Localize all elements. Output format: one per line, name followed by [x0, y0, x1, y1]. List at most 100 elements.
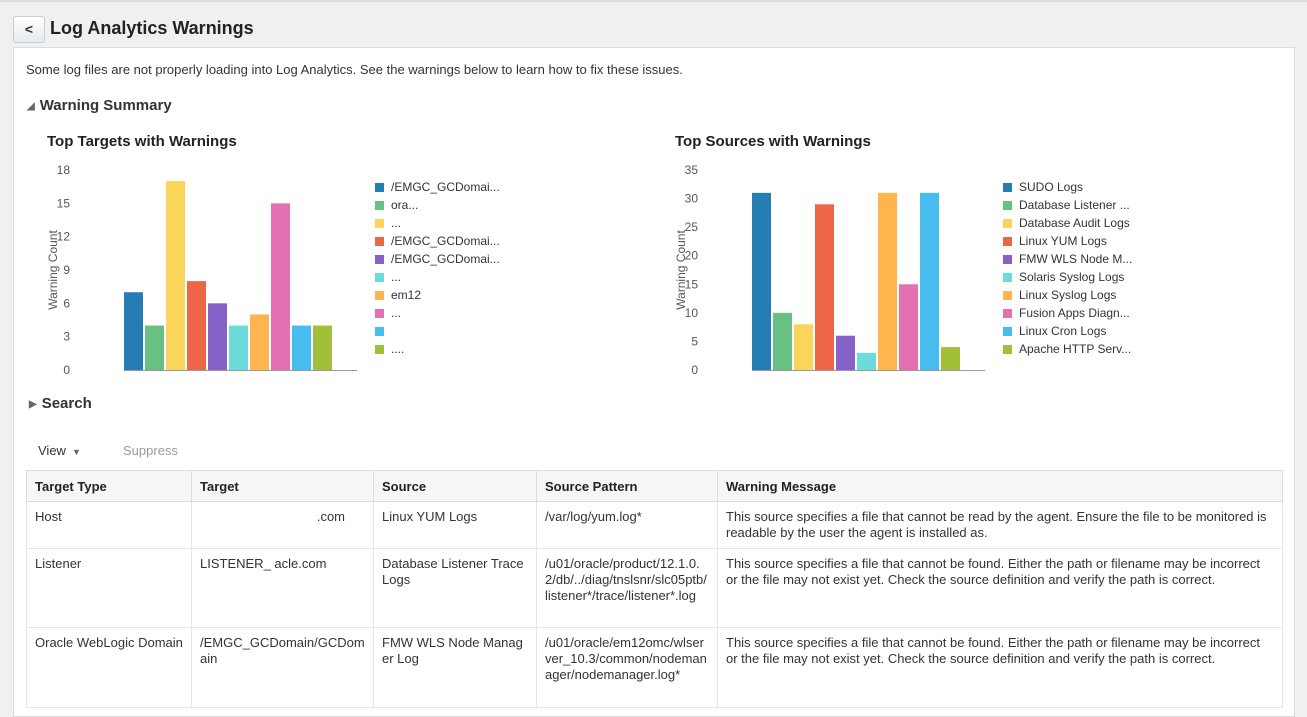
column-header-source-pattern[interactable]: Source Pattern [536, 470, 718, 502]
view-menu[interactable]: View ▼ [38, 443, 81, 458]
bar[interactable] [187, 281, 206, 370]
bar[interactable] [836, 335, 855, 370]
legend-item[interactable]: Fusion Apps Diagn... [1003, 306, 1130, 322]
bar[interactable] [899, 284, 918, 370]
table-row[interactable]: Oracle WebLogic Domain /EMGC_GCDomain/GC… [26, 627, 1283, 708]
table-row[interactable]: Listener LISTENER_ acle.com Database Lis… [26, 548, 1283, 628]
bar[interactable] [145, 325, 164, 370]
legend-label: FMW WLS Node M... [1019, 252, 1133, 266]
legend-item[interactable]: SUDO Logs [1003, 180, 1083, 196]
legend-swatch [1003, 273, 1012, 282]
bar[interactable] [292, 325, 311, 370]
bar[interactable] [752, 192, 771, 370]
cell-target: /EMGC_GCDomain/GCDomain [191, 627, 374, 708]
y-tick-label: 30 [685, 192, 699, 206]
legend-swatch [375, 291, 384, 300]
sources-chart-title: Top Sources with Warnings [675, 133, 871, 150]
column-header-target[interactable]: Target [191, 470, 374, 502]
targets-bar-chart: 0 3 6 9 12 15 18 Warning Count [46, 163, 357, 377]
legend-item[interactable]: /EMGC_GCDomai... [375, 252, 500, 268]
y-tick-label: 9 [63, 263, 70, 277]
intro-text: Some log files are not properly loading … [26, 62, 683, 77]
cell-source: Database Listener Trace Logs [373, 548, 537, 628]
legend-label: Fusion Apps Diagn... [1019, 306, 1130, 320]
bar[interactable] [878, 192, 897, 370]
y-tick-label: 12 [57, 230, 71, 244]
legend-item[interactable] [375, 324, 391, 340]
legend-item[interactable]: Apache HTTP Serv... [1003, 342, 1131, 358]
legend-item[interactable]: Linux Syslog Logs [1003, 288, 1116, 304]
bar[interactable] [941, 347, 960, 370]
bar[interactable] [229, 325, 248, 370]
legend-swatch [375, 327, 384, 336]
legend-item[interactable]: em12 [375, 288, 421, 304]
y-tick-label: 5 [691, 334, 698, 348]
legend-item[interactable]: .... [375, 342, 404, 358]
bar[interactable] [166, 181, 185, 370]
legend-item[interactable]: ... [375, 270, 401, 286]
page-title: Log Analytics Warnings [50, 18, 254, 38]
y-axis-label: Warning Count [674, 230, 688, 310]
legend-swatch [1003, 237, 1012, 246]
legend-item[interactable]: FMW WLS Node M... [1003, 252, 1132, 268]
legend-item[interactable]: Solaris Syslog Logs [1003, 270, 1124, 286]
legend-label: /EMGC_GCDomai... [391, 234, 500, 248]
legend-item[interactable]: /EMGC_GCDomai... [375, 234, 500, 250]
legend-label: Apache HTTP Serv... [1019, 342, 1132, 356]
bar[interactable] [250, 314, 269, 370]
bar[interactable] [857, 352, 876, 370]
y-tick-label: 18 [57, 163, 71, 177]
bar[interactable] [271, 203, 290, 370]
table-header-row: Target Type Target Source Source Pattern… [26, 470, 1283, 502]
expanded-triangle-icon: ◢ [27, 101, 35, 112]
bar[interactable] [815, 204, 834, 370]
search-toggle[interactable]: ▶ Search [29, 395, 92, 412]
y-tick-label: 0 [63, 363, 70, 377]
collapsed-triangle-icon: ▶ [29, 399, 37, 410]
legend-item[interactable]: /EMGC_GCDomai... [375, 180, 500, 196]
legend-swatch [1003, 201, 1012, 210]
cell-source-pattern: /u01/oracle/product/12.1.0.2/db/../diag/… [536, 548, 718, 628]
legend-label: .... [391, 342, 405, 356]
legend-label: ora... [391, 198, 419, 212]
y-tick-label: 10 [685, 306, 699, 320]
legend-item[interactable]: ora... [375, 198, 418, 214]
bar[interactable] [920, 192, 939, 370]
top-border [0, 0, 1307, 2]
column-header-target-type[interactable]: Target Type [26, 470, 192, 502]
legend-swatch [1003, 219, 1012, 228]
legend-swatch [375, 183, 384, 192]
legend-item[interactable]: Linux Cron Logs [1003, 324, 1106, 340]
legend-swatch [1003, 255, 1012, 264]
table-row[interactable]: Host .com Linux YUM Logs /var/log/yum.lo… [26, 501, 1283, 549]
y-tick-label: 35 [685, 163, 699, 177]
bar[interactable] [124, 292, 143, 370]
cell-target: .com [191, 501, 374, 549]
targets-chart-title: Top Targets with Warnings [47, 133, 237, 150]
suppress-button[interactable]: Suppress [123, 443, 178, 458]
legend-item[interactable]: Linux YUM Logs [1003, 234, 1107, 250]
bar[interactable] [208, 303, 227, 370]
legend-item[interactable]: ... [375, 216, 401, 232]
bar[interactable] [773, 312, 792, 370]
column-header-warning-message[interactable]: Warning Message [717, 470, 1283, 502]
legend-label: SUDO Logs [1019, 180, 1084, 194]
cell-source: FMW WLS Node Manager Log [373, 627, 537, 708]
bar[interactable] [313, 325, 332, 370]
legend-label: Solaris Syslog Logs [1019, 270, 1125, 284]
y-tick-label: 15 [57, 196, 71, 210]
legend-item[interactable]: Database Audit Logs [1003, 216, 1130, 232]
column-header-source[interactable]: Source [373, 470, 537, 502]
cell-target-type: Host [26, 501, 192, 549]
warning-summary-toggle[interactable]: ◢ Warning Summary [27, 97, 172, 114]
back-button[interactable]: < [13, 16, 45, 43]
sources-bar-chart: 0 5 10 15 20 25 30 35 Warning Count [674, 163, 985, 377]
targets-legend: /EMGC_GCDomai... ora...... /EMGC_GCDomai..… [375, 180, 515, 360]
bar[interactable] [794, 324, 813, 370]
cell-target-type: Listener [26, 548, 192, 628]
legend-item[interactable]: Database Listener ... [1003, 198, 1130, 214]
sources-legend: SUDO Logs Database Listener ... Database A… [1003, 180, 1153, 360]
chevron-down-icon: ▼ [71, 447, 81, 457]
legend-item[interactable]: ... [375, 306, 401, 322]
cell-warning-message: This source specifies a file that cannot… [717, 501, 1283, 549]
